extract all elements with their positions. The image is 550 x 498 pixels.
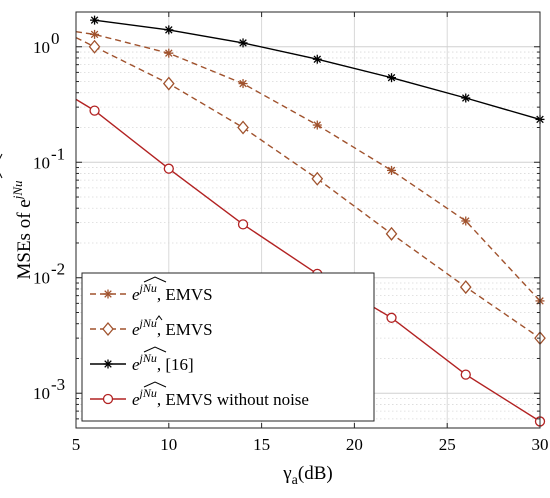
x-tick-label: 30	[532, 435, 549, 454]
series-line	[75, 98, 541, 422]
legend-box	[81, 272, 375, 422]
x-axis-title-main: γ	[282, 463, 291, 484]
legend-suffix: , EMVS	[157, 320, 213, 339]
point-circle	[163, 163, 174, 174]
point-star-d2	[90, 30, 99, 39]
legend-hat	[155, 315, 163, 321]
point-star-d2	[313, 121, 322, 129]
point-star-d2	[462, 217, 470, 225]
point-diamond	[237, 120, 249, 135]
point-diamond	[88, 39, 101, 54]
plot-frame	[75, 11, 541, 429]
y-tick-exponent: -3	[51, 375, 65, 394]
series-layer	[75, 15, 546, 427]
point-star-d2	[462, 94, 470, 102]
point-circle	[460, 369, 471, 380]
y-tick-exponent: 0	[51, 29, 60, 48]
legend-hat	[143, 346, 167, 353]
legend-suffix: , EMVS	[157, 285, 213, 304]
series-1	[75, 36, 546, 346]
legend-label: ejNu, EMVS	[132, 316, 213, 339]
point-diamond	[311, 171, 324, 186]
point-diamond	[102, 321, 114, 337]
point-star-d2	[104, 360, 112, 368]
legend-suffix: , [16]	[157, 355, 194, 374]
y-tick-base: 10	[33, 153, 50, 172]
series-0	[75, 29, 545, 306]
series-2	[90, 15, 545, 124]
y-tick-exponent: -1	[51, 144, 65, 163]
point-star-d2	[165, 26, 173, 34]
point-star-d2	[239, 79, 247, 88]
legend-exponent: jNu	[138, 316, 157, 330]
y-axis-title: MSEs of ejNu	[0, 153, 35, 280]
y-tick-base: 10	[33, 384, 50, 403]
legend-label: ejNu, EMVS	[132, 281, 213, 304]
y-axis-title-text: MSEs of ejNu	[10, 180, 35, 280]
x-axis-title-sub: a	[292, 473, 299, 488]
series-3	[75, 98, 546, 427]
legend-base: e	[132, 320, 140, 339]
y-tick-label: 10	[33, 38, 50, 57]
point-circle	[386, 312, 397, 323]
point-diamond	[385, 226, 398, 241]
legend-base: e	[132, 285, 140, 304]
point-circle	[89, 105, 100, 116]
series-line	[75, 31, 541, 302]
legend-entry: ejNu, EMVS	[90, 276, 213, 304]
legend-suffix: , EMVS without noise	[157, 390, 309, 409]
x-tick-label: 20	[346, 435, 363, 454]
x-tick-label: 10	[160, 435, 177, 454]
x-tick-label: 25	[439, 435, 456, 454]
point-circle	[237, 219, 249, 230]
series-line	[75, 36, 541, 339]
legend-exponent: jNu	[138, 281, 157, 295]
point-diamond	[162, 76, 175, 91]
x-axis-title: γa(dB)	[282, 463, 332, 488]
legend-exponent: jNu	[138, 386, 157, 400]
legend-entry: ejNu, EMVS without noise	[90, 381, 309, 409]
legend-entry: ejNu, [16]	[90, 346, 194, 374]
point-star-d2	[165, 49, 173, 57]
legend-exponent: jNu	[138, 351, 157, 365]
y-axis-title-main: MSEs of e	[14, 199, 35, 279]
y-tick-label: 10	[33, 384, 50, 403]
legend-base: e	[132, 390, 140, 409]
x-tick-label: 5	[72, 435, 81, 454]
y-tick-base: 10	[33, 269, 50, 288]
point-star-d2	[387, 166, 396, 175]
legend-entry: ejNu, EMVS	[90, 315, 213, 339]
legend-label: ejNu, [16]	[132, 351, 194, 374]
y-tick-label: 10	[33, 153, 50, 172]
x-tick-label: 15	[253, 435, 270, 454]
point-star-d2	[239, 39, 247, 47]
point-star-d2	[104, 290, 112, 298]
legend-hat	[143, 276, 167, 283]
point-star-d2	[90, 16, 99, 24]
point-diamond	[459, 280, 472, 295]
legend-label: ejNu, EMVS without noise	[132, 386, 309, 409]
y-tick-exponent: -2	[51, 260, 65, 279]
y-axis-title-exponent: jNu	[10, 180, 25, 201]
x-axis-title-rest: (dB)	[298, 463, 333, 484]
y-tick-base: 10	[33, 38, 50, 57]
point-circle	[102, 393, 114, 405]
legend-base: e	[132, 355, 140, 374]
point-star-d2	[313, 55, 322, 63]
point-star-d2	[387, 73, 396, 82]
legend-hat	[143, 381, 167, 388]
y-tick-label: 10	[33, 269, 50, 288]
